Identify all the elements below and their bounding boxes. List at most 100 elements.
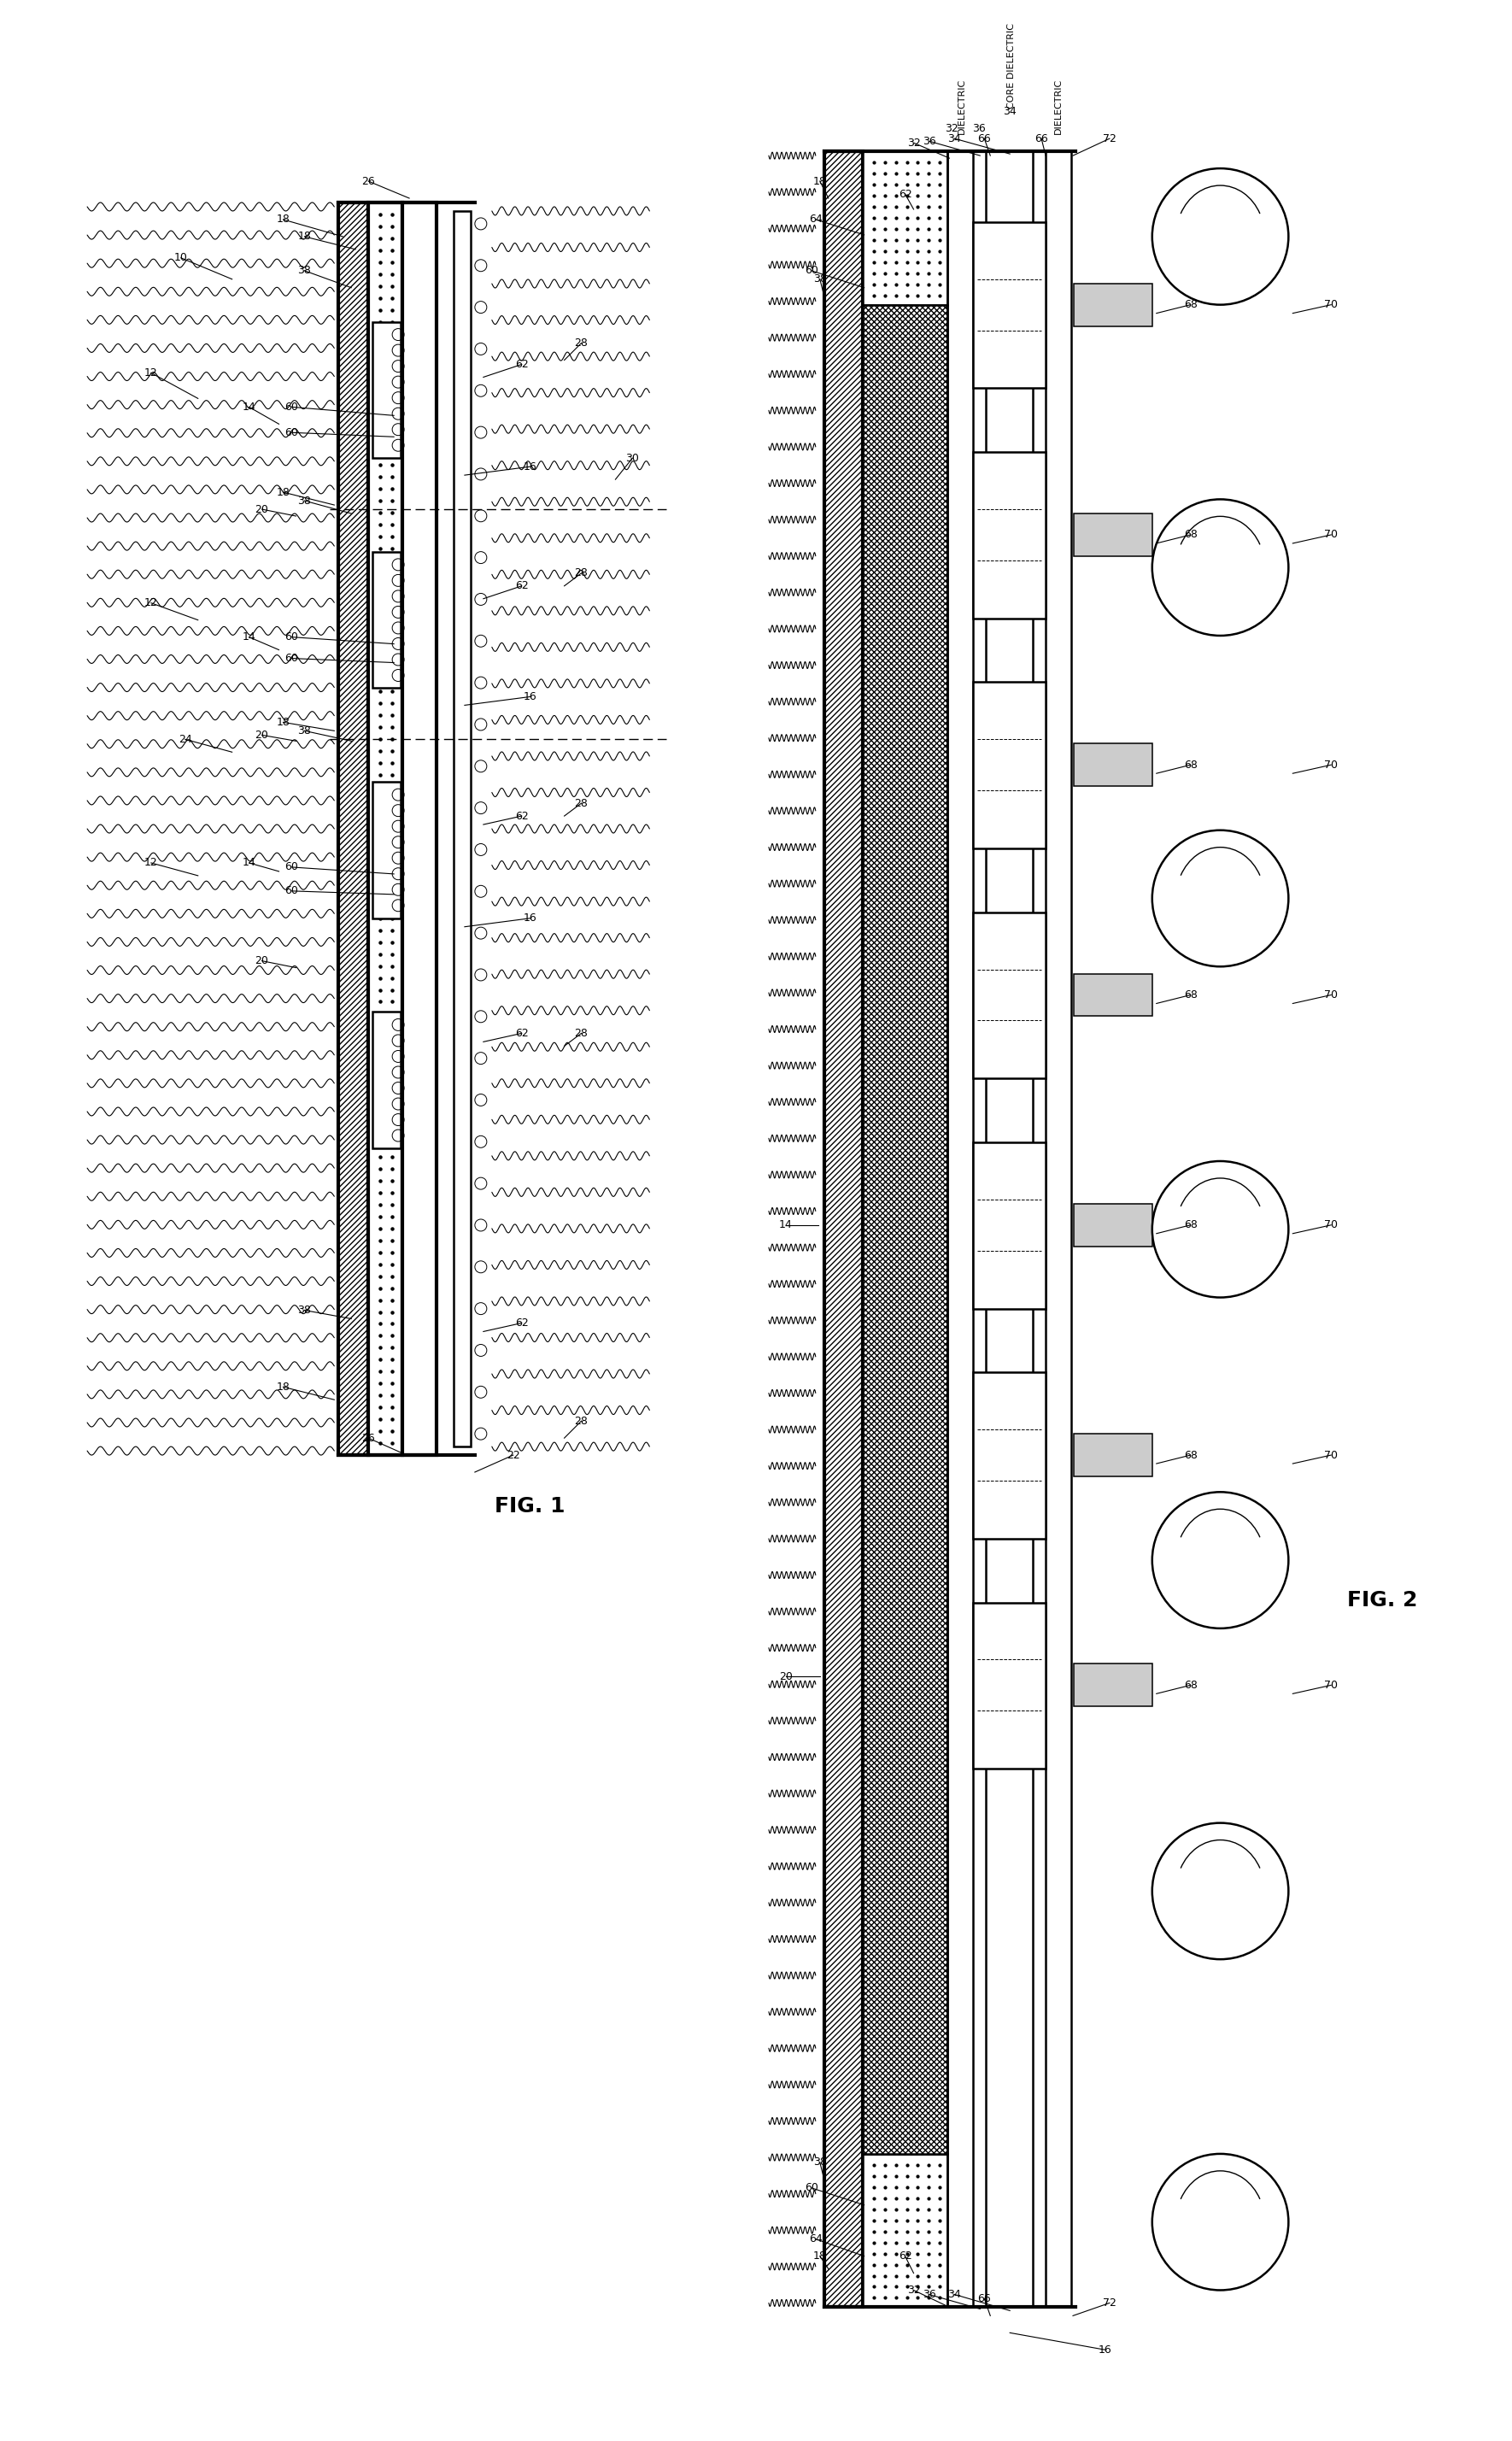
Text: 18: 18 [277,1382,290,1391]
Text: 28: 28 [575,798,588,808]
Text: 70: 70 [1325,989,1338,1001]
Bar [974,1142,1046,1308]
Text: 26: 26 [361,1433,375,1443]
Text: 32: 32 [907,2285,921,2295]
Text: 72: 72 [1102,132,1116,144]
Bar [1074,513,1152,557]
Text: 20: 20 [256,954,269,967]
Text: 12: 12 [144,857,157,869]
Bar [1074,283,1152,327]
Text: 34: 34 [1002,105,1016,117]
Text: 70: 70 [1325,300,1338,310]
Text: 68: 68 [1184,1679,1198,1692]
Text: 60: 60 [804,2182,818,2194]
Text: DIELECTRIC: DIELECTRIC [959,78,966,134]
Text: 64: 64 [809,2234,823,2246]
Text: 38: 38 [813,273,827,286]
Text: 18: 18 [813,176,827,186]
Text: 14: 14 [779,1220,792,1230]
Text: 68: 68 [1184,300,1198,310]
Text: 10: 10 [174,251,187,264]
Text: 32: 32 [907,137,921,149]
Text: 60: 60 [284,652,298,664]
Bar [974,222,1046,388]
Text: 28: 28 [575,1028,588,1040]
Bar [454,210,470,1448]
Bar [339,203,369,1455]
Bar [402,203,437,1455]
Text: 12: 12 [144,598,157,608]
Text: 16: 16 [523,461,537,471]
Text: 22: 22 [507,1450,520,1460]
Text: 60: 60 [284,862,298,874]
Bar [974,913,1046,1079]
Text: 68: 68 [1184,530,1198,539]
Text: 62: 62 [516,810,528,823]
Bar [1074,745,1152,786]
Text: 20: 20 [256,730,269,740]
Text: 66: 66 [1034,132,1048,144]
Text: 62: 62 [516,1318,528,1328]
Text: 34: 34 [948,132,962,144]
Text: 62: 62 [516,581,528,591]
Text: 70: 70 [1325,759,1338,771]
Text: 70: 70 [1325,1450,1338,1460]
Text: 14: 14 [242,857,256,869]
Text: 28: 28 [575,569,588,579]
Text: 24: 24 [178,735,192,745]
Text: 68: 68 [1184,1220,1198,1230]
Text: 62: 62 [516,359,528,371]
Bar [372,1013,401,1147]
Text: 38: 38 [298,725,311,737]
Text: 16: 16 [1099,2343,1111,2356]
Text: 28: 28 [575,1416,588,1426]
Text: 72: 72 [1102,2297,1116,2309]
Text: 18: 18 [277,718,290,727]
Text: 60: 60 [284,886,298,896]
Bar [862,151,948,305]
Text: 18: 18 [813,2251,827,2263]
Text: 14: 14 [242,400,256,413]
Text: 38: 38 [298,496,311,505]
Bar [1074,974,1152,1015]
Bar [372,322,401,459]
Text: 38: 38 [813,2158,827,2168]
Text: 60: 60 [804,266,818,276]
Text: 62: 62 [516,1028,528,1040]
Bar [369,203,402,1455]
Text: 66: 66 [978,2292,990,2304]
Text: 70: 70 [1325,1679,1338,1692]
Text: 36: 36 [922,137,936,146]
Text: CORE DIELECTRIC: CORE DIELECTRIC [1007,24,1016,110]
Text: 60: 60 [284,632,298,642]
Text: 12: 12 [144,366,157,378]
Bar [372,781,401,918]
Bar [974,1372,1046,1538]
Text: FIG. 2: FIG. 2 [1347,1589,1417,1611]
Bar [974,452,1046,618]
Text: 70: 70 [1325,530,1338,539]
Text: 32: 32 [945,122,959,134]
Text: 68: 68 [1184,759,1198,771]
Bar [1074,1433,1152,1477]
Text: 68: 68 [1184,1450,1198,1460]
Text: 18: 18 [277,486,290,498]
Text: 62: 62 [898,188,912,200]
Text: FIG. 1: FIG. 1 [494,1496,565,1516]
Text: 28: 28 [575,337,588,349]
Text: 62: 62 [898,2251,912,2263]
Text: 16: 16 [523,913,537,923]
Text: 38: 38 [298,1303,311,1316]
Text: 60: 60 [284,427,298,437]
Text: 36: 36 [972,122,986,134]
Text: 30: 30 [626,452,640,464]
Bar [862,2153,948,2307]
Bar [974,681,1046,849]
Bar [1074,1203,1152,1247]
Bar [372,552,401,688]
Text: 18: 18 [277,215,290,225]
Text: 38: 38 [298,266,311,276]
Text: 26: 26 [361,176,375,186]
Bar [824,151,862,2307]
Text: 20: 20 [256,503,269,515]
